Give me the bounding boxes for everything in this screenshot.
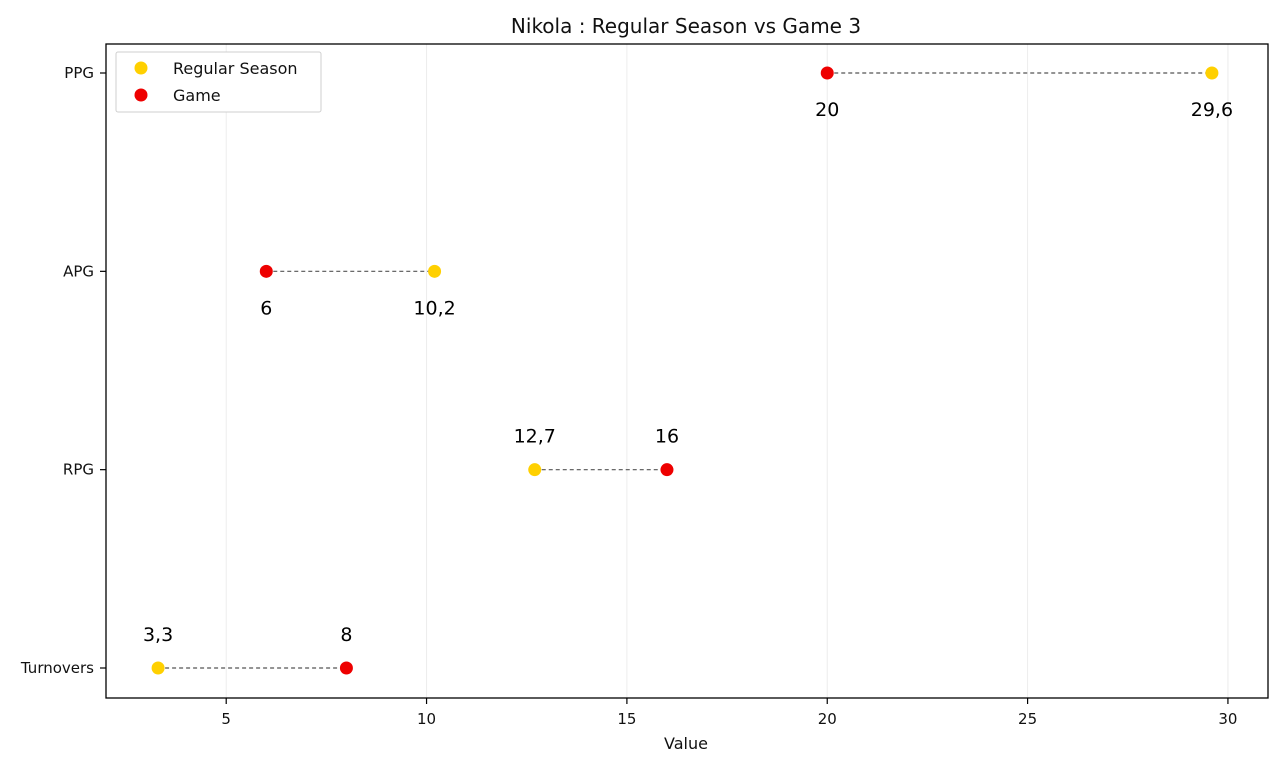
regular-season-point — [528, 463, 542, 477]
game-value-label: 6 — [260, 297, 272, 319]
y-tick-label: Turnovers — [20, 659, 94, 677]
x-tick-label: 25 — [1018, 710, 1037, 728]
game-point — [259, 264, 273, 278]
game-point — [339, 661, 353, 675]
regular-season-value-label: 10,2 — [413, 297, 455, 319]
chart-title: Nikola : Regular Season vs Game 3 — [511, 14, 861, 38]
grid-layer — [225, 44, 1229, 698]
x-tick-label: 30 — [1218, 710, 1237, 728]
regular-season-value-label: 29,6 — [1191, 99, 1233, 121]
connector-layer — [158, 72, 1212, 669]
legend: Regular Season Game — [115, 51, 322, 113]
legend-marker — [134, 88, 148, 102]
x-axis-label: Value — [664, 734, 708, 753]
regular-season-point — [151, 661, 165, 675]
regular-season-value-label: 12,7 — [514, 426, 556, 448]
y-tick-label: RPG — [63, 461, 94, 479]
y-tick-label: APG — [63, 262, 94, 280]
regular-season-point — [1205, 66, 1219, 80]
y-tick-label: PPG — [64, 64, 94, 82]
label-layer: 29,6 20 10,2 6 12,7 16 3,3 8 — [143, 99, 1233, 646]
regular-season-point — [428, 264, 442, 278]
legend-box — [115, 51, 322, 113]
x-tick-label: 20 — [818, 710, 837, 728]
game-value-label: 16 — [655, 426, 679, 448]
y-axis: PPG APG RPG Turnovers — [20, 64, 106, 677]
legend-label: Regular Season — [173, 59, 298, 78]
x-axis: 5 10 15 20 25 30 — [221, 698, 1237, 728]
x-tick-label: 10 — [417, 710, 436, 728]
regular-season-value-label: 3,3 — [143, 624, 173, 646]
game-value-label: 8 — [340, 624, 352, 646]
game-value-label: 20 — [815, 99, 839, 121]
x-tick-label: 5 — [221, 710, 231, 728]
game-point — [660, 463, 674, 477]
point-layer — [151, 66, 1219, 675]
legend-label: Game — [173, 86, 221, 105]
plot-frame — [105, 43, 1269, 699]
x-tick-label: 15 — [617, 710, 636, 728]
legend-marker — [134, 61, 148, 75]
game-point — [820, 66, 834, 80]
